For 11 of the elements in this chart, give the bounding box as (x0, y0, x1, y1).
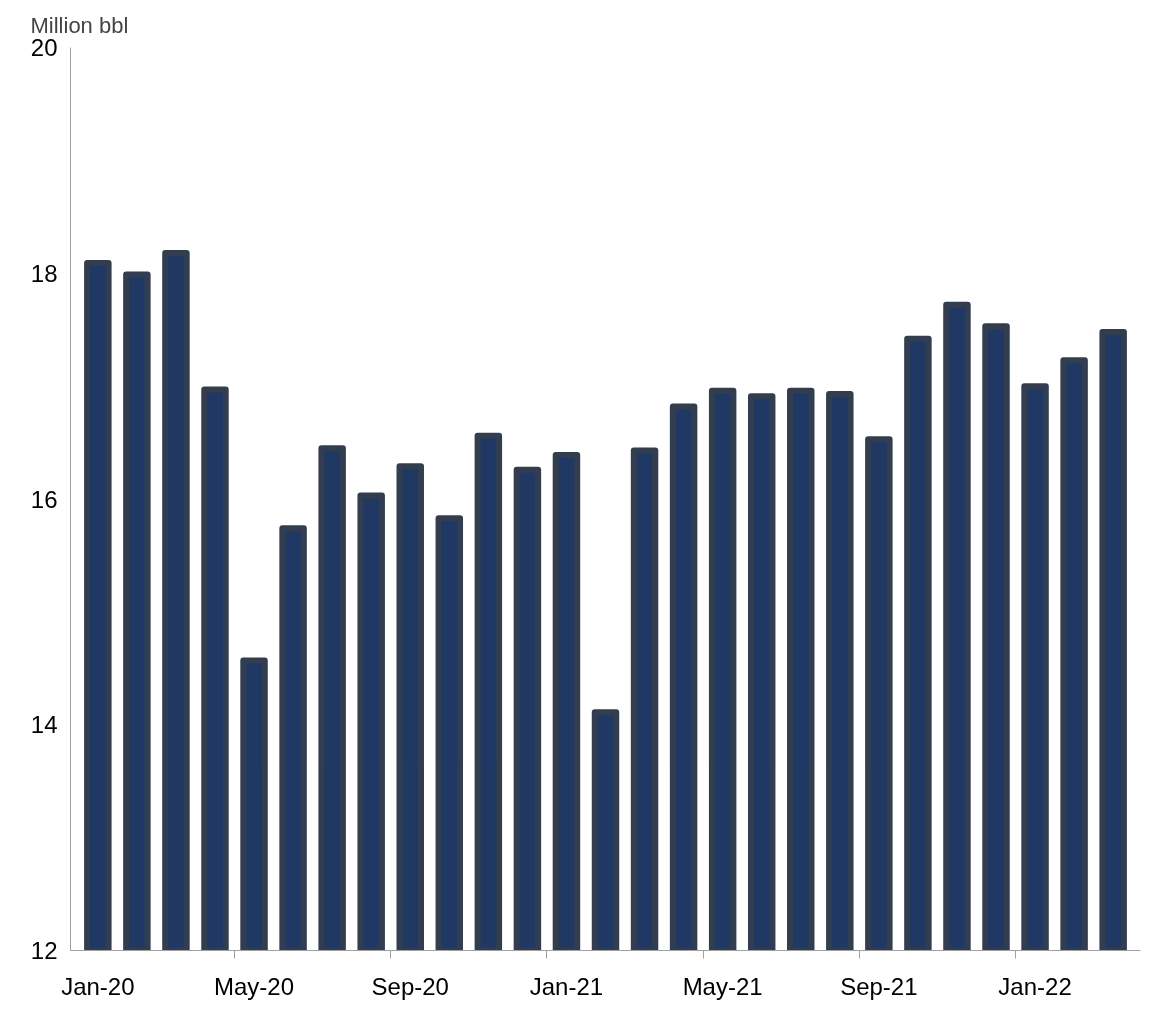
x-tick-label: May-21 (682, 972, 763, 1000)
x-tick-label: Sep-21 (840, 972, 918, 1000)
x-tick-label: Jan-21 (529, 972, 604, 1000)
x-tick-label: Jan-20 (61, 972, 135, 1000)
y-tick-label: 14 (30, 711, 58, 739)
y-tick-label: 12 (30, 937, 58, 964)
y-tick-label: 16 (30, 485, 58, 513)
x-tick-label: May-20 (214, 972, 295, 1000)
y-tick-label: 18 (30, 259, 58, 287)
x-tick-label: Jan-22 (998, 972, 1072, 1000)
x-tick-label: Sep-20 (371, 972, 449, 1000)
